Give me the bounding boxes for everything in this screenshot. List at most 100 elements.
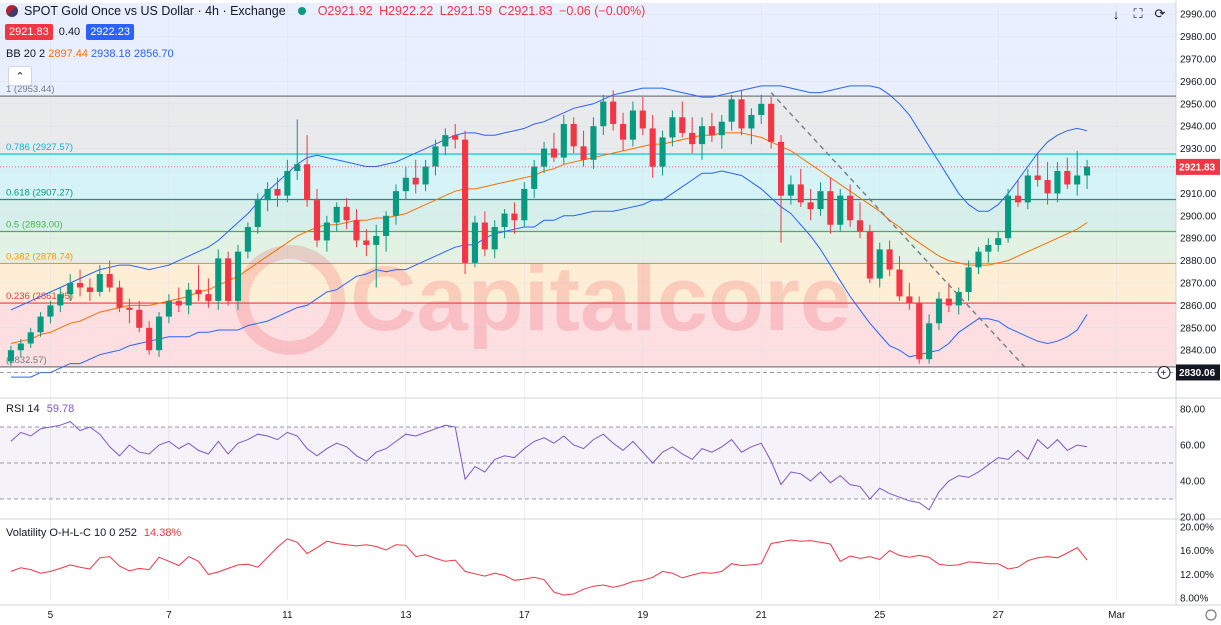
candle-body — [511, 213, 518, 221]
spread-value: 0.40 — [58, 26, 81, 38]
sell-price-button[interactable]: 2921.83 — [5, 24, 53, 40]
bb-lower-value: 2856.70 — [133, 48, 174, 60]
candle-body — [896, 269, 903, 297]
high-value: H2922.22 — [379, 4, 434, 18]
candle-body — [1044, 179, 1051, 194]
fullscreen-button[interactable]: ⛶ — [1128, 5, 1148, 23]
candle-body — [807, 202, 814, 210]
symbol-title-row: SPOT Gold Once vs US Dollar · 4h · Excha… — [6, 4, 648, 18]
bb-upper-line — [10, 85, 1088, 311]
scroll-down-button[interactable]: ↓ — [1106, 5, 1126, 23]
bb-basis-value: 2897.44 — [48, 48, 88, 60]
rsi-tick-label: 60.00 — [1180, 441, 1205, 452]
candle-body — [323, 222, 330, 241]
candle-body — [847, 195, 854, 221]
candle-body — [471, 222, 479, 263]
x-tick-label: Mar — [1108, 610, 1126, 621]
candle-body — [205, 294, 212, 301]
candle-body — [501, 213, 508, 227]
candle-body — [827, 191, 834, 225]
y-tick-label: 2860.00 — [1180, 301, 1217, 312]
collapse-legend-button[interactable]: ⌃ — [8, 66, 32, 86]
buy-price-button[interactable]: 2922.23 — [86, 24, 134, 40]
candle-body — [17, 343, 24, 351]
candle-body — [610, 101, 617, 124]
expand-icon: ⛶ — [1133, 6, 1143, 21]
settings-gear-icon — [1205, 609, 1217, 621]
fib-zone — [0, 199, 1176, 232]
candle-body — [284, 171, 291, 196]
candle-body — [343, 206, 350, 221]
zone-above-1 — [0, 3, 1176, 97]
fib-zone — [0, 154, 1176, 200]
candle-body — [185, 289, 192, 306]
candle-body — [738, 99, 745, 129]
candle-body — [1074, 175, 1081, 185]
candle-body — [560, 123, 567, 158]
candle-body — [590, 126, 597, 160]
x-tick-label: 7 — [166, 610, 172, 621]
candle-body — [787, 184, 794, 196]
candle-body — [412, 177, 419, 185]
bb-legend: BB 20 2 2897.44 2938.18 2856.70 — [6, 48, 174, 60]
candle-body — [955, 291, 962, 306]
candle-body — [165, 300, 172, 317]
current-price-label: 2921.83 — [1179, 162, 1216, 173]
candle-body — [432, 146, 439, 167]
rsi-label[interactable]: RSI 14 — [6, 403, 40, 415]
symbol-title[interactable]: SPOT Gold Once vs US Dollar · 4h · Excha… — [24, 4, 286, 18]
candle-body — [1064, 171, 1071, 185]
volatility-tick-label: 12.00% — [1180, 570, 1214, 581]
candle-body — [550, 148, 557, 158]
candle-body — [679, 117, 686, 133]
candle-body — [531, 166, 538, 189]
candle-body — [1034, 175, 1041, 180]
candle-body — [481, 222, 488, 250]
bb-label[interactable]: BB 20 2 — [6, 48, 46, 60]
bid-ask-box: 2921.83 0.40 2922.23 — [5, 24, 134, 40]
candle-body — [442, 135, 449, 147]
rsi-line — [10, 421, 1088, 511]
rsi-legend: RSI 14 59.78 — [6, 403, 74, 415]
candle-body — [768, 103, 775, 142]
arrow-down-icon: ↓ — [1112, 6, 1120, 22]
candle-body — [995, 238, 1002, 245]
refresh-icon: ⟳ — [1154, 6, 1166, 21]
candle-body — [1054, 171, 1061, 194]
volatility-tick-label: 20.00% — [1180, 522, 1214, 533]
candle-body — [96, 274, 103, 292]
bb-lower-line — [10, 170, 1088, 378]
candle-body — [155, 316, 163, 351]
candle-body — [363, 240, 370, 245]
candle-body — [1024, 175, 1031, 203]
volatility-tick-label: 16.00% — [1180, 546, 1214, 557]
volatility-label[interactable]: Volatility O-H-L-C 10 0 252 — [6, 527, 137, 539]
candle-body — [313, 200, 321, 241]
candle-body — [748, 115, 755, 129]
candle-body — [600, 101, 607, 127]
current-price-badge — [1176, 158, 1220, 175]
candle-body — [708, 126, 715, 136]
crosshair-price-label: 2830.06 — [1179, 368, 1216, 379]
refresh-button[interactable]: ⟳ — [1150, 5, 1170, 23]
low-value: L2921.59 — [439, 4, 492, 18]
candle-body — [27, 332, 34, 344]
candle-body — [718, 121, 725, 136]
fib-level-label: 1 (2953.44) — [6, 84, 55, 95]
candle-body — [86, 287, 93, 292]
candle-body — [777, 141, 785, 196]
fib-level-label: 0.618 (2907.27) — [6, 188, 73, 199]
candle-body — [629, 110, 636, 140]
candle-body — [106, 274, 113, 288]
candle-body — [462, 139, 469, 263]
fib-level-label: 0.5 (2893.00) — [6, 219, 63, 230]
candle-body — [541, 148, 548, 167]
fib-zone — [0, 303, 1176, 367]
candle-body — [945, 298, 952, 306]
candle-body — [837, 195, 844, 225]
fib-level-label: (2832.57) — [6, 355, 47, 366]
y-tick-label: 2850.00 — [1180, 323, 1217, 334]
candle-body — [698, 126, 706, 145]
y-tick-label: 2970.00 — [1180, 55, 1217, 66]
